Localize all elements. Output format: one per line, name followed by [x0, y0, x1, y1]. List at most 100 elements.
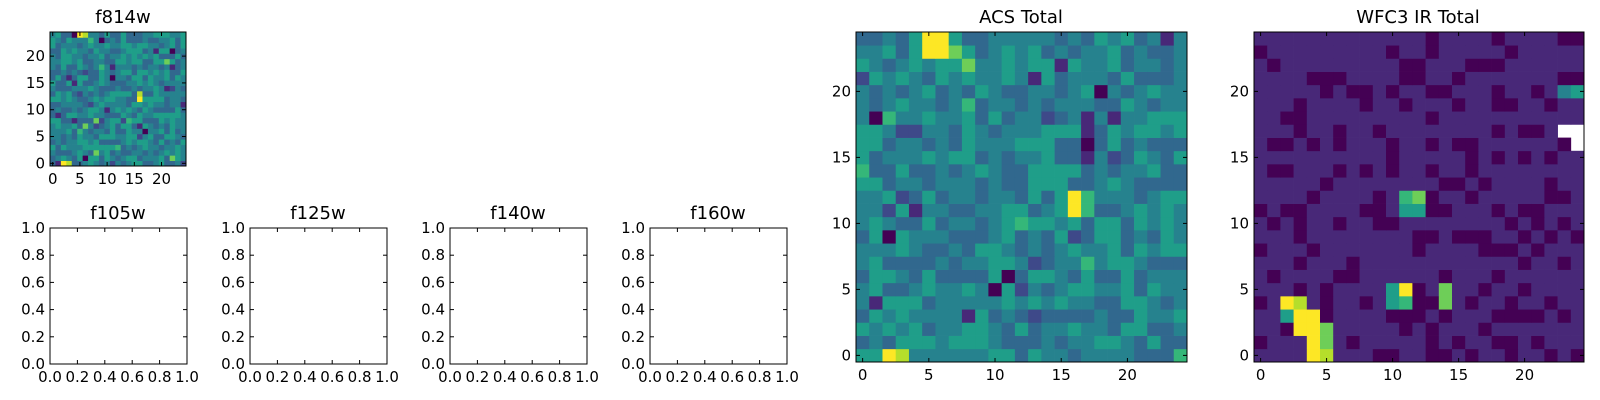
heatmap-cell — [1293, 296, 1308, 310]
heatmap-cell — [131, 107, 138, 113]
heatmap-cell — [1173, 58, 1188, 72]
heatmap-cell — [1014, 296, 1029, 310]
heatmap-cell — [1267, 256, 1281, 270]
heatmap-cell — [109, 64, 116, 70]
heatmap-cell — [1518, 45, 1532, 59]
heatmap-cell — [1173, 150, 1188, 165]
heatmap-cell — [1107, 84, 1122, 99]
heatmap-cell — [71, 123, 78, 129]
heatmap-cell — [1425, 98, 1440, 112]
heatmap-cell — [1160, 230, 1175, 244]
heatmap-cell — [77, 139, 83, 145]
heatmap-cell — [1359, 111, 1374, 125]
x-tick-label-f814w: 5 — [75, 170, 85, 188]
y-tick-label-f814w: 5 — [35, 128, 45, 146]
heatmap-cell — [1293, 137, 1308, 152]
heatmap-cell — [1107, 322, 1122, 336]
heatmap-cell — [153, 53, 160, 60]
heatmap-cell — [1160, 256, 1175, 270]
heatmap-cell — [1438, 150, 1453, 165]
heatmap-cell — [1001, 296, 1016, 310]
heatmap-cell — [869, 137, 883, 152]
heatmap-cell — [115, 133, 122, 140]
x-tick-label-f105w: 0.4 — [93, 368, 117, 386]
heatmap-cell — [1386, 137, 1400, 152]
heatmap-cell — [158, 48, 165, 54]
heatmap-cell — [922, 150, 936, 165]
heatmap-cell — [115, 112, 122, 119]
heatmap-cell — [109, 42, 116, 49]
heatmap-cell — [1465, 124, 1479, 138]
heatmap-cell — [1280, 84, 1294, 99]
heatmap-cell — [82, 117, 89, 124]
heatmap-cell — [1028, 190, 1042, 204]
heatmap-cell — [1147, 309, 1161, 323]
heatmap-cell — [142, 80, 149, 86]
heatmap-cell — [120, 107, 127, 113]
heatmap-cell — [175, 123, 181, 129]
heatmap-cell — [1372, 296, 1387, 310]
heatmap-cell — [1372, 84, 1387, 99]
heatmap-cell — [1346, 216, 1360, 231]
heatmap-cell — [1570, 58, 1585, 72]
panel-title-acs-total: ACS Total — [979, 7, 1063, 28]
heatmap-cell — [98, 139, 105, 145]
heatmap-cell — [77, 48, 83, 54]
heatmap-cell — [1001, 335, 1016, 350]
heatmap-cell — [1320, 58, 1334, 72]
heatmap-cell — [1107, 164, 1122, 178]
heatmap-cell — [1120, 243, 1135, 257]
heatmap-cell — [180, 64, 187, 70]
heatmap-cell — [869, 177, 883, 191]
heatmap-cell — [895, 256, 910, 270]
heatmap-cell — [1120, 296, 1135, 310]
heatmap-cell — [1094, 137, 1108, 152]
heatmap-cell — [98, 149, 105, 156]
heatmap-cell — [935, 164, 950, 178]
heatmap-cell — [935, 322, 950, 336]
heatmap-cell — [908, 282, 923, 297]
heatmap-cell — [882, 124, 897, 138]
heatmap-cell — [164, 139, 171, 145]
heatmap-cell — [1280, 256, 1294, 270]
heatmap-cell — [175, 149, 181, 156]
heatmap-cell — [93, 128, 100, 135]
heatmap-cell — [1333, 137, 1347, 152]
heatmap-cell — [1359, 164, 1374, 178]
heatmap-cell — [1518, 256, 1532, 270]
heatmap-cell — [1359, 322, 1374, 336]
heatmap-cell — [120, 85, 127, 92]
heatmap-cell — [961, 84, 976, 99]
heatmap-cell — [1094, 322, 1108, 336]
heatmap-cell — [922, 71, 936, 86]
heatmap-cell — [120, 96, 127, 103]
heatmap-cell — [93, 149, 100, 156]
heatmap-cell — [1465, 348, 1479, 363]
heatmap-cell — [1557, 164, 1572, 178]
heatmap-cell — [869, 150, 883, 165]
heatmap-cell — [175, 112, 181, 119]
heatmap-cell — [1320, 150, 1334, 165]
heatmap-cell — [1067, 111, 1082, 125]
heatmap-cell — [93, 107, 100, 113]
heatmap-cell — [1478, 137, 1492, 152]
heatmap-cell — [895, 32, 910, 46]
heatmap-cell — [1544, 190, 1558, 204]
heatmap-cell — [1267, 335, 1281, 350]
heatmap-cell — [1412, 84, 1426, 99]
heatmap-cell — [1399, 335, 1413, 350]
heatmap-cell — [1147, 296, 1161, 310]
heatmap-cell — [1094, 98, 1108, 112]
heatmap-cell — [895, 230, 910, 244]
heatmap-cell — [1425, 309, 1440, 323]
heatmap-cell — [1054, 84, 1069, 99]
heatmap-cell — [1531, 58, 1545, 72]
heatmap-cell — [908, 296, 923, 310]
heatmap-cell — [158, 128, 165, 135]
heatmap-cell — [895, 164, 910, 178]
heatmap-cell — [1425, 164, 1440, 178]
heatmap-cell — [1134, 45, 1148, 59]
heatmap-cell — [1120, 111, 1135, 125]
heatmap-cell — [1094, 243, 1108, 257]
heatmap-cell — [1134, 216, 1148, 231]
